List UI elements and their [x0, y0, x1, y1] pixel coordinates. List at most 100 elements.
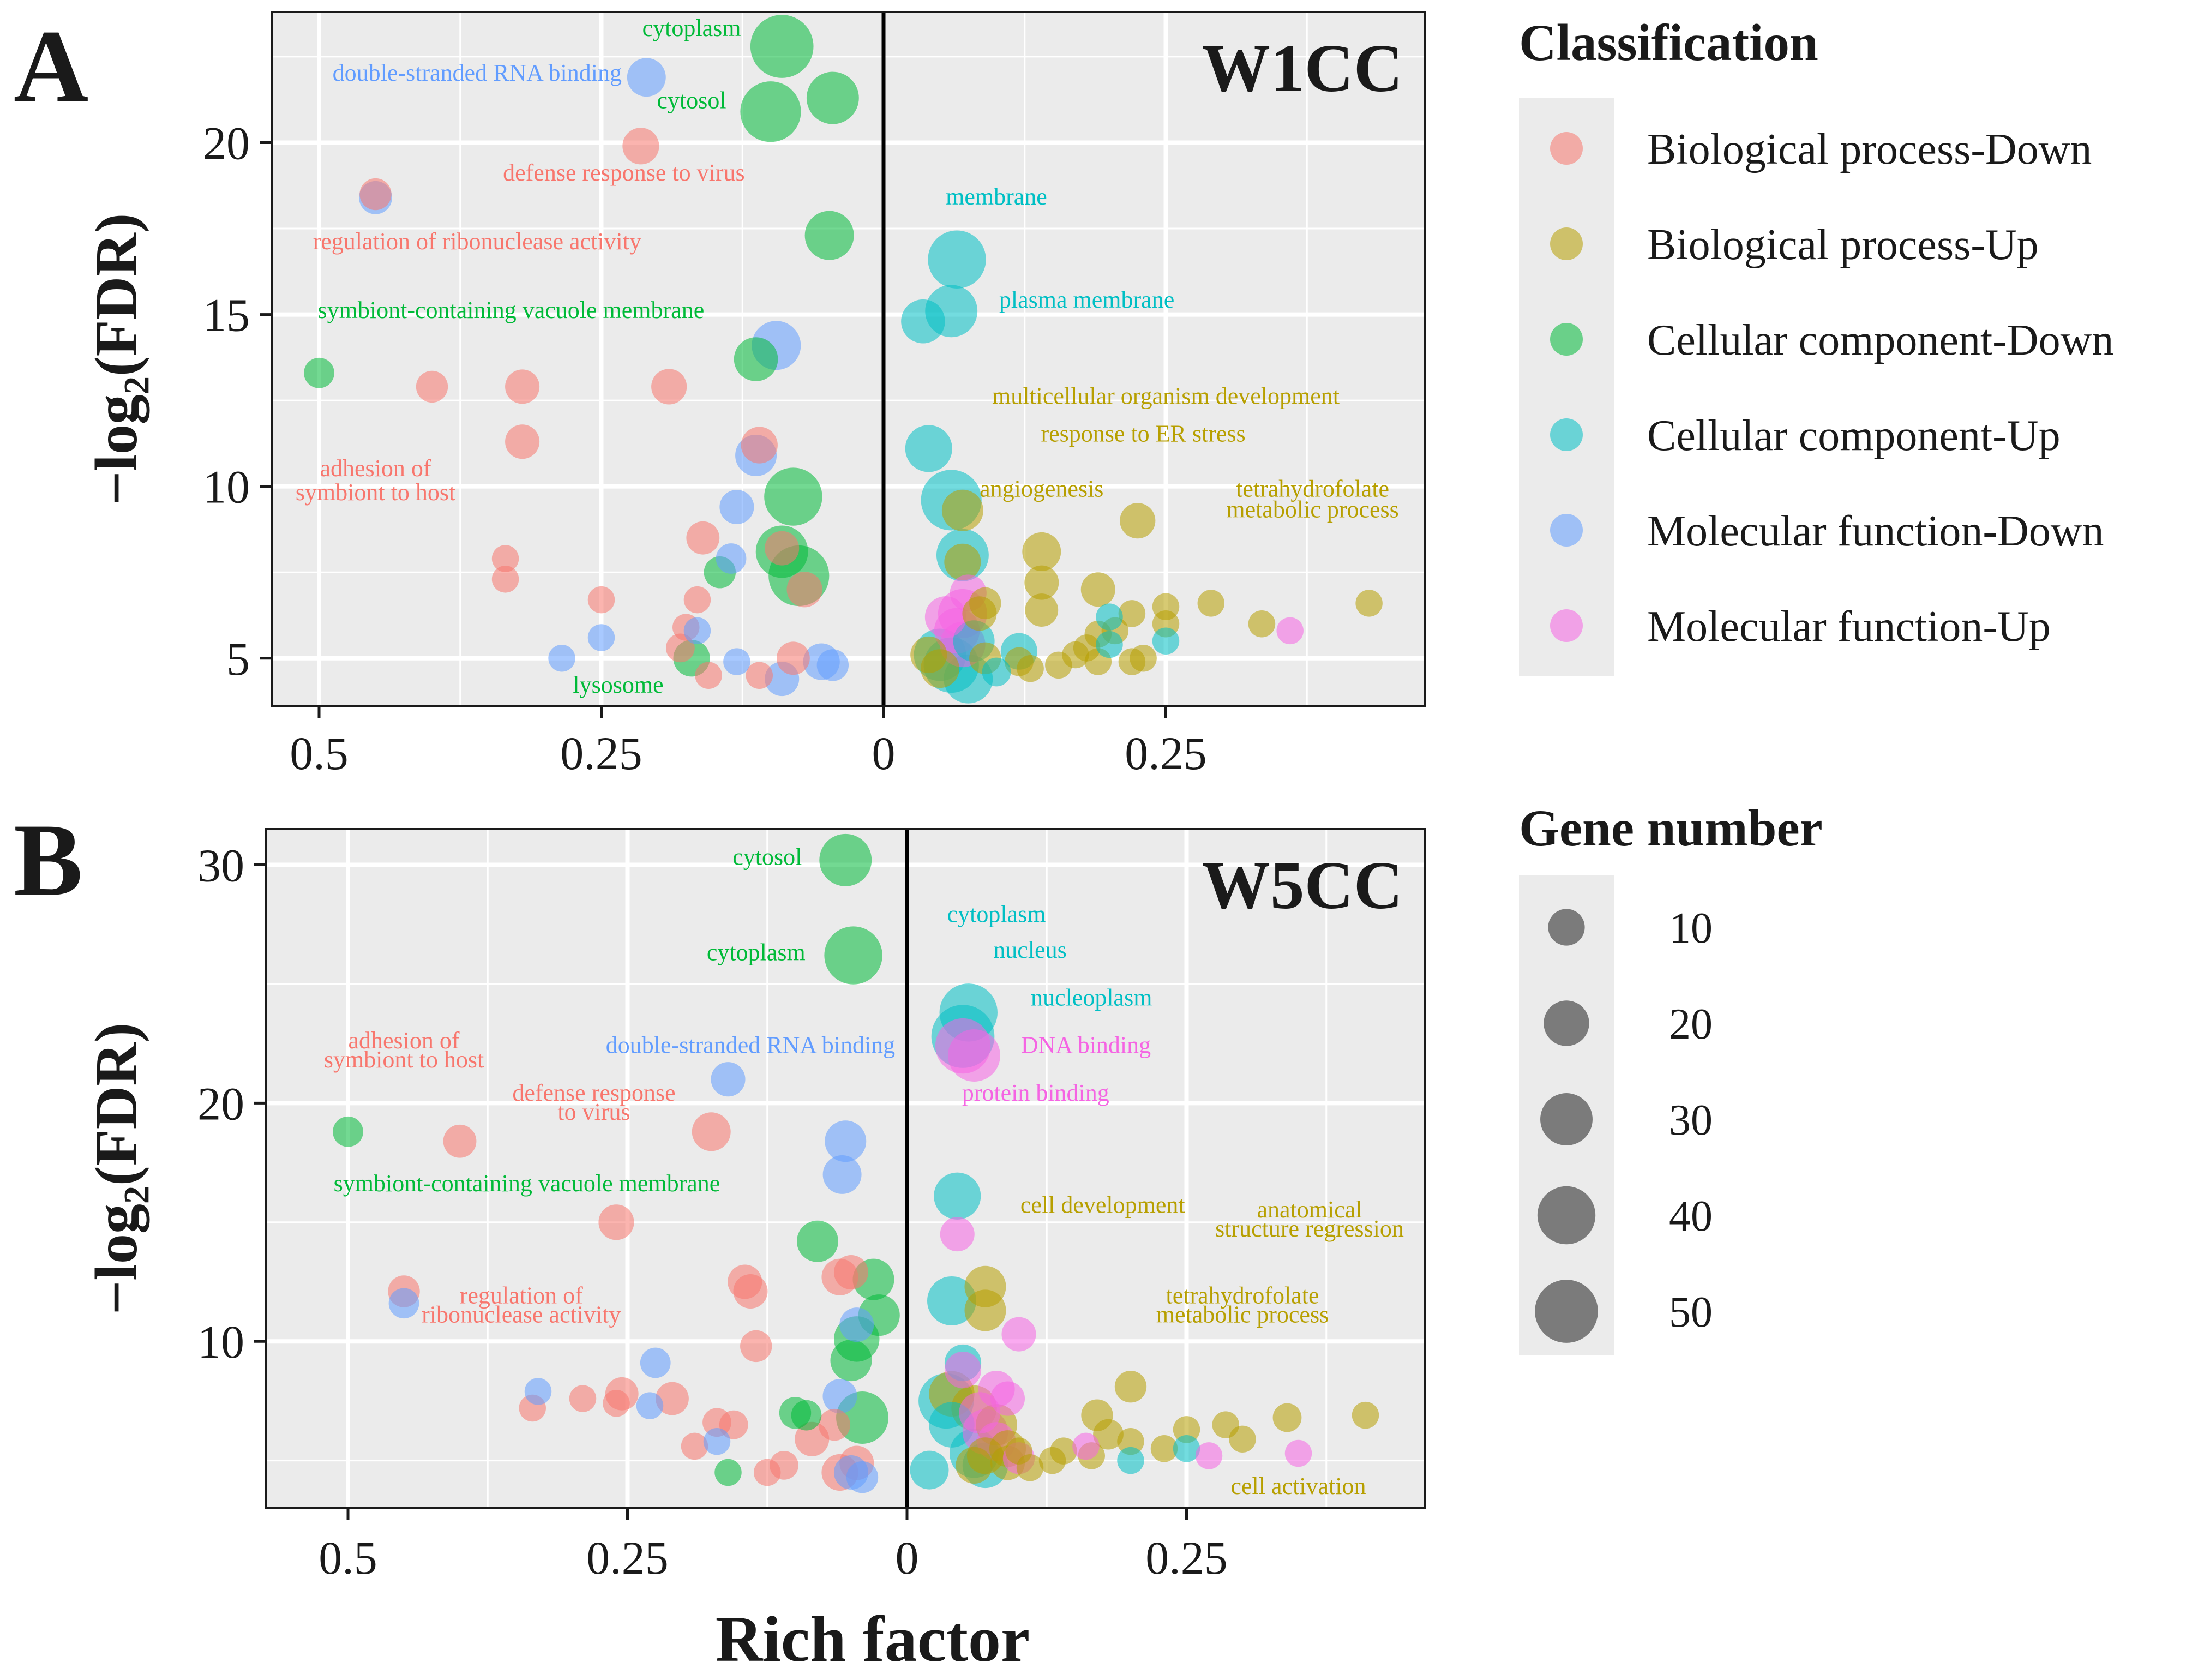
panel-b-annotations: cytosol cytoplasm cytoplasm nucleus nucleopl…: [324, 844, 1404, 1499]
point-biological-process-up: [1229, 1425, 1256, 1453]
point-molecular-function-down: [548, 645, 575, 672]
legend-size-key: [1544, 1000, 1589, 1046]
panel-a-x-ticks: 0.5 0.25 0 0.25: [290, 706, 1207, 779]
point-biological-process-down: [505, 424, 540, 459]
point-molecular-function-up: [948, 1029, 1000, 1082]
point-biological-process-down: [692, 1112, 731, 1151]
point-molecular-function-down: [846, 1461, 879, 1493]
point-molecular-function-down: [723, 648, 750, 675]
point-biological-process-up: [1114, 1371, 1147, 1403]
point-biological-process-up: [1272, 1403, 1302, 1432]
point-cellular-component-down: [750, 15, 814, 78]
point-biological-process-up: [1150, 1435, 1178, 1462]
annotation-label: cytosol: [657, 87, 726, 113]
annotation-label: tetrahydrofolate: [1166, 1282, 1319, 1309]
point-molecular-function-up: [1195, 1442, 1223, 1469]
point-molecular-function-down: [388, 1288, 419, 1319]
point-biological-process-up: [1352, 1401, 1379, 1429]
point-cellular-component-down: [819, 833, 872, 886]
panel-b: cytosol cytoplasm cytoplasm nucleus nucleopl…: [83, 828, 1426, 1584]
point-biological-process-down: [786, 572, 822, 608]
panel-a-y-axis-title: −log₂(FDR): [83, 213, 149, 506]
y-tick-label: 10: [197, 1316, 244, 1368]
annotation-label: multicellular organism development: [992, 382, 1340, 409]
legend-size-key: [1535, 1280, 1598, 1343]
legend-label: Molecular function-Up: [1647, 603, 2051, 651]
panel-b-x-ticks: 0.5 0.25 0 0.25: [319, 1508, 1228, 1584]
point-biological-process-up: [944, 543, 981, 580]
legend-size-key: [1548, 909, 1585, 946]
point-molecular-function-down: [640, 1347, 671, 1378]
panel-b-y-axis-title: −log₂(FDR): [83, 1023, 149, 1315]
x-tick-label: 0: [872, 727, 896, 779]
point-molecular-function-down: [627, 58, 666, 97]
point-biological-process-up: [1197, 590, 1225, 617]
annotation-label: lysosome: [573, 671, 663, 698]
panel-b-frame: [265, 828, 1426, 1509]
point-molecular-function-up: [940, 1217, 975, 1252]
annotation-label: anatomical: [1257, 1196, 1362, 1223]
point-biological-process-down: [833, 1255, 869, 1290]
point-molecular-function-down: [711, 1062, 746, 1097]
panel-letter-b: B: [14, 803, 83, 917]
point-biological-process-down: [491, 545, 519, 572]
point-biological-process-up: [1017, 655, 1044, 682]
annotation-label: cytoplasm: [707, 939, 806, 965]
legend-key-background: [1519, 98, 1614, 676]
annotation-label: tetrahydrofolate: [1236, 476, 1389, 502]
point-biological-process-up: [1080, 572, 1115, 607]
point-biological-process-down: [818, 1408, 850, 1441]
point-molecular-function-up: [1276, 617, 1304, 645]
point-cellular-component-up: [910, 1450, 949, 1490]
point-biological-process-down: [776, 641, 810, 675]
annotation-label: plasma membrane: [999, 286, 1174, 313]
point-molecular-function-down: [839, 1307, 874, 1342]
annotation-label: nucleus: [993, 937, 1066, 963]
point-biological-process-down: [683, 586, 711, 614]
point-molecular-function-down: [703, 1427, 731, 1455]
panel-a-points: [304, 15, 1383, 704]
annotation-label: symbiont-containing vacuole membrane: [334, 1170, 720, 1197]
legend-key-cellular-component-up: [1550, 418, 1583, 451]
legend-gene-number-title: Gene number: [1519, 799, 1823, 857]
legend-label: Cellular component-Down: [1647, 316, 2113, 364]
point-cellular-component-down: [830, 1340, 872, 1382]
panel-a: cytoplasm double-stranded RNA binding cyto…: [83, 11, 1426, 779]
point-biological-process-down: [746, 662, 773, 689]
point-biological-process-up: [1152, 593, 1180, 620]
point-biological-process-up: [1118, 600, 1146, 627]
legend-key-biological-process-down: [1550, 132, 1583, 165]
y-tick-label: 20: [203, 117, 250, 169]
point-biological-process-down: [733, 1274, 768, 1309]
x-tick-label: 0.25: [586, 1532, 669, 1584]
point-biological-process-down: [681, 1432, 708, 1460]
legend-label: Biological process-Up: [1647, 221, 2039, 269]
x-tick-label: 0.5: [290, 727, 349, 779]
point-molecular-function-up: [1072, 1432, 1100, 1460]
point-molecular-function-up: [990, 1381, 1025, 1416]
annotation-label: nucleoplasm: [1031, 984, 1152, 1011]
point-biological-process-down: [587, 586, 615, 614]
point-molecular-function-down: [825, 1120, 867, 1162]
point-biological-process-down: [754, 1459, 781, 1486]
point-biological-process-down: [656, 1382, 689, 1415]
x-tick-label: 0.25: [1125, 727, 1207, 779]
point-molecular-function-down: [524, 1378, 552, 1405]
annotation-label: ribonuclease activity: [422, 1301, 621, 1328]
point-cellular-component-up: [982, 657, 1011, 687]
point-biological-process-up: [1025, 593, 1059, 627]
point-biological-process-down: [741, 427, 778, 464]
panel-a-y-ticks: 5 10 15 20: [203, 117, 272, 685]
legend-label: Molecular function-Down: [1647, 507, 2104, 555]
point-cellular-component-down: [740, 81, 801, 142]
panel-a-annotations: cytoplasm double-stranded RNA binding cyto…: [296, 15, 1399, 698]
annotation-label: response to ER stress: [1041, 421, 1246, 447]
legend-size-label: 40: [1669, 1192, 1713, 1240]
annotation-label: structure regression: [1215, 1215, 1404, 1242]
point-cellular-component-down: [824, 926, 882, 985]
point-cellular-component-down: [791, 1400, 822, 1431]
panel-b-title: W5CC: [1202, 848, 1403, 923]
legend-classification: Classification Biological process-Down Bi…: [1519, 14, 2113, 676]
annotation-label: defense response: [512, 1079, 675, 1106]
